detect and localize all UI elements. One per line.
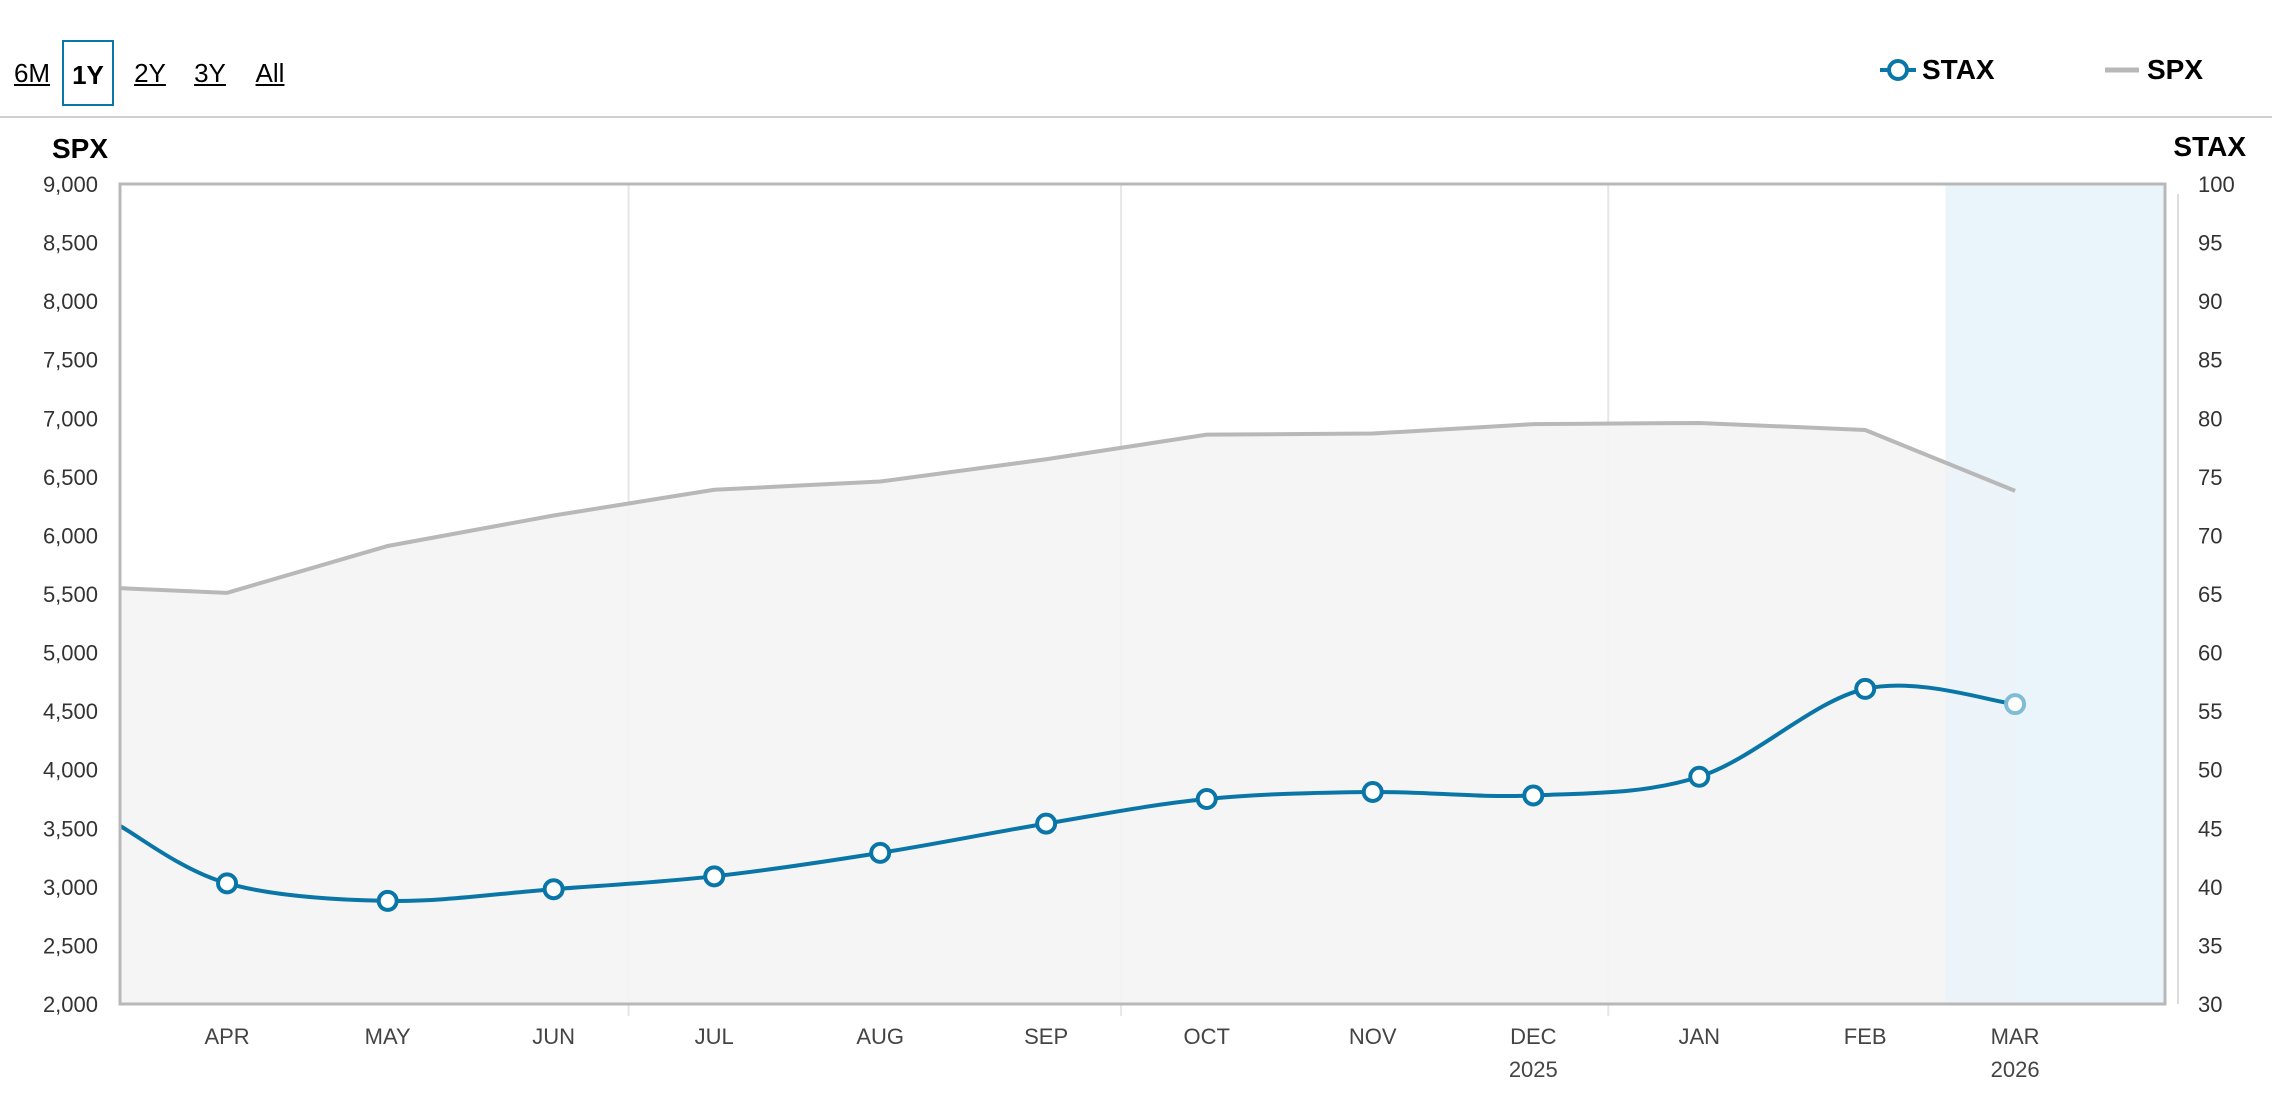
left-axis-tick: 2,000 <box>43 992 98 1017</box>
range-button-1y[interactable]: 1Y <box>62 40 114 106</box>
stax-point <box>542 878 565 901</box>
right-axis-tick: 35 <box>2198 933 2222 958</box>
forecast-overlay <box>1945 184 2165 1004</box>
left-axis-tick: 7,500 <box>43 348 98 373</box>
left-axis-tick: 8,500 <box>43 231 98 256</box>
left-axis-title: SPX <box>52 133 108 164</box>
legend-item-stax[interactable]: STAX <box>1880 50 1995 90</box>
range-button-6m[interactable]: 6M <box>13 58 51 88</box>
left-axis-tick: 2,500 <box>43 933 98 958</box>
left-axis-tick: 4,500 <box>43 699 98 724</box>
left-axis-tick: 7,000 <box>43 406 98 431</box>
left-axis-tick: 4,000 <box>43 758 98 783</box>
left-axis-tick: 3,000 <box>43 875 98 900</box>
right-axis-title: STAX <box>2173 131 2246 162</box>
stax-point <box>1035 812 1058 835</box>
right-axis-tick: 30 <box>2198 992 2222 1017</box>
right-axis-tick: 95 <box>2198 231 2222 256</box>
left-axis-tick: 6,000 <box>43 523 98 548</box>
right-axis-tick: 55 <box>2198 699 2222 724</box>
right-axis-tick: 60 <box>2198 641 2222 666</box>
range-button-2y[interactable]: 2Y <box>134 58 166 88</box>
x-axis-tick: SEP <box>1024 1024 1068 1049</box>
range-button-all[interactable]: All <box>255 58 285 88</box>
stax-point <box>869 841 892 864</box>
left-axis-tick: 3,500 <box>43 816 98 841</box>
x-axis-tick: OCT <box>1184 1024 1230 1049</box>
right-axis-tick: 40 <box>2198 875 2222 900</box>
stax-point <box>2004 693 2027 716</box>
stax-point <box>703 865 726 888</box>
stax-point <box>1854 677 1877 700</box>
stax-point <box>1688 765 1711 788</box>
spx-line <box>119 420 2016 595</box>
range-selector: 6M 1Y 2Y 3Y All STAX SPX <box>0 0 2272 118</box>
x-axis-year-label: 2025 <box>1509 1057 1558 1082</box>
x-axis-tick: DEC <box>1510 1024 1557 1049</box>
left-axis-tick: 5,000 <box>43 641 98 666</box>
left-axis-tick: 9,000 <box>43 172 98 197</box>
legend-stax-label: STAX <box>1922 54 1995 85</box>
left-axis-tick: 8,000 <box>43 289 98 314</box>
legend-spx-line-icon <box>2105 67 2139 73</box>
x-axis-tick: JUL <box>695 1024 734 1049</box>
left-axis-tick: 6,500 <box>43 465 98 490</box>
x-axis-tick: MAY <box>365 1024 411 1049</box>
left-axis-tick: 5,500 <box>43 582 98 607</box>
plot-frame <box>118 182 2167 1006</box>
stax-point <box>376 889 399 912</box>
stax-point <box>1522 784 1545 807</box>
x-axis-tick: AUG <box>856 1024 904 1049</box>
right-axis-tick: 70 <box>2198 523 2222 548</box>
x-axis-tick: FEB <box>1844 1024 1887 1049</box>
x-axis-tick: NOV <box>1349 1024 1397 1049</box>
x-axis-tick: MAR <box>1991 1024 2040 1049</box>
legend-item-spx[interactable]: SPX <box>2105 50 2203 90</box>
right-axis-tick: 100 <box>2198 172 2235 197</box>
right-axis-tick: 65 <box>2198 582 2222 607</box>
right-axis-tick: 50 <box>2198 758 2222 783</box>
price-chart: SPX STAX 2,000 2,500 3,000 3,500 4,000 4,500 5,0… <box>43 131 2246 1082</box>
x-axis-tick: JUN <box>532 1024 575 1049</box>
x-axis-tick: JAN <box>1678 1024 1720 1049</box>
stax-point <box>216 872 239 895</box>
right-axis-tick: 85 <box>2198 348 2222 373</box>
right-axis-tick: 45 <box>2198 816 2222 841</box>
x-axis-year-label: 2026 <box>1991 1057 2040 1082</box>
legend-stax-marker-icon <box>1880 59 1916 81</box>
right-axis-tick: 90 <box>2198 289 2222 314</box>
legend-spx-label: SPX <box>2147 54 2204 85</box>
right-axis-tick: 75 <box>2198 465 2222 490</box>
x-axis-tick: APR <box>204 1024 249 1049</box>
spx-area <box>120 422 2016 1004</box>
right-axis-tick: 80 <box>2198 406 2222 431</box>
range-button-3y[interactable]: 3Y <box>194 58 226 88</box>
stax-point <box>1361 780 1384 803</box>
stax-point <box>1195 788 1218 810</box>
